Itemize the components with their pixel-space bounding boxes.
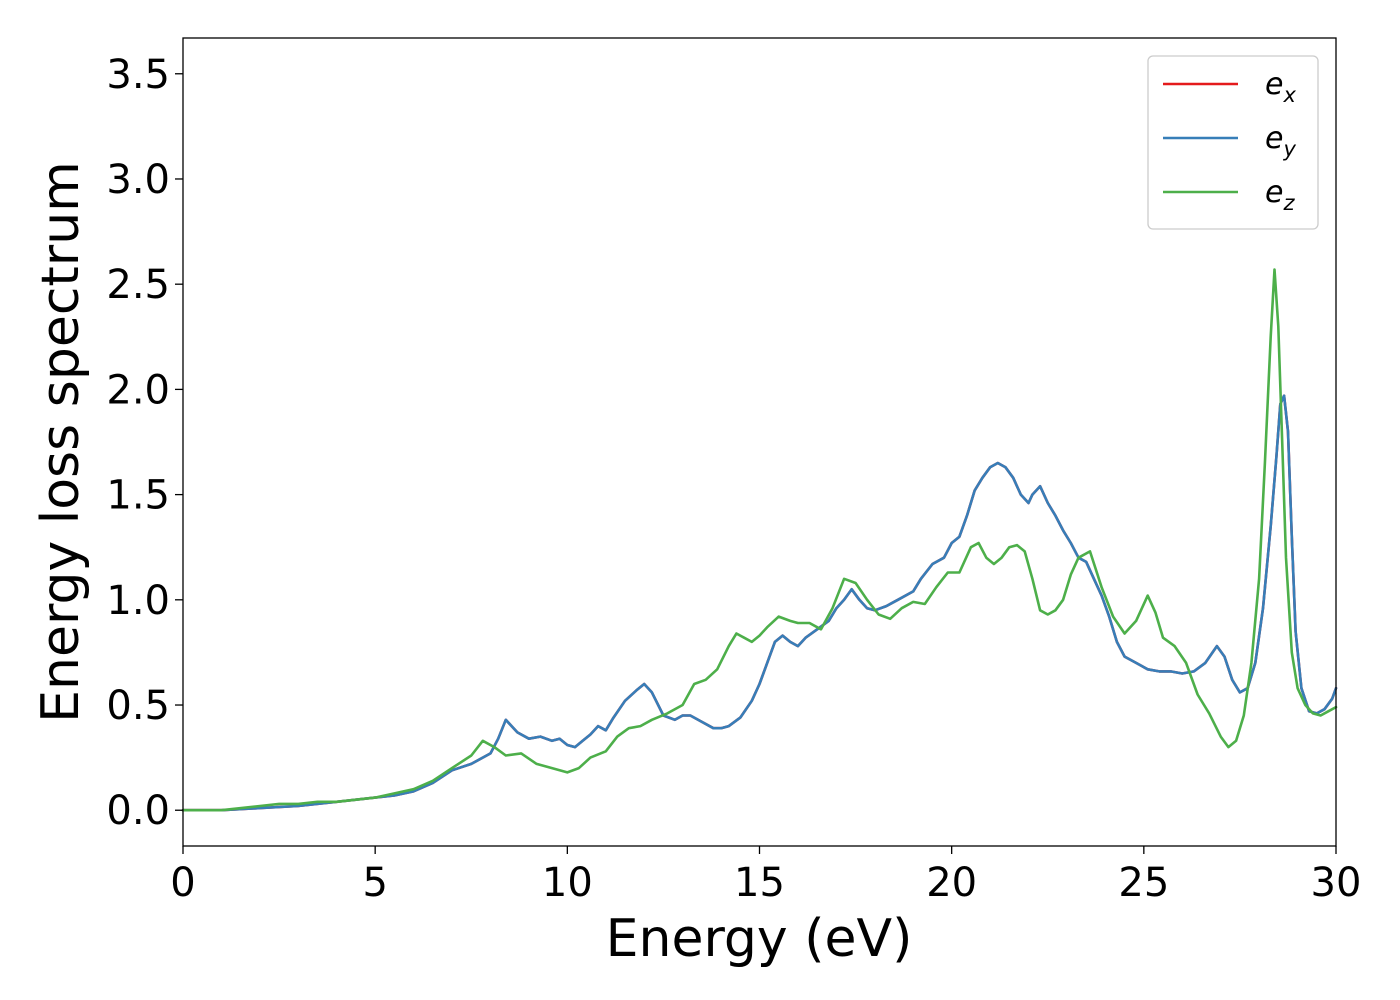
series-line-e-y	[181, 394, 1338, 812]
legend-frame	[1147, 55, 1319, 230]
legend-label-ey: ey	[1265, 121, 1296, 161]
ticks-layer: 0 5 10 15 20 25 30 0.0 0.5 1.0 1.5 2.0 2.5 3.0 3.5	[106, 52, 1361, 906]
x-tick-label: 20	[926, 860, 977, 906]
x-tick-label: 10	[542, 860, 593, 906]
y-tick-label: 3.0	[106, 157, 170, 203]
x-tick-label: 5	[362, 860, 387, 906]
x-tick-label: 30	[1311, 860, 1362, 906]
legend-symbol: e	[1265, 121, 1283, 156]
legend-subscript: y	[1282, 137, 1296, 161]
series-line-e-z	[181, 268, 1338, 812]
x-tick-label: 15	[734, 860, 785, 906]
y-tick-label: 1.0	[106, 578, 170, 624]
y-tick-label: 0.0	[106, 788, 170, 834]
legend-label-ez: ez	[1265, 175, 1295, 215]
x-tick-label: 25	[1118, 860, 1169, 906]
y-tick-label: 2.5	[106, 262, 170, 308]
y-axis-title: Energy loss spectrum	[31, 161, 91, 723]
y-tick-label: 1.5	[106, 473, 170, 519]
legend-symbol: e	[1265, 67, 1283, 102]
y-tick-label: 2.0	[106, 367, 170, 413]
series-layer	[181, 268, 1338, 812]
x-tick-label: 0	[170, 860, 195, 906]
legend-label-ex: ex	[1265, 67, 1296, 107]
legend-subscript: z	[1282, 191, 1295, 215]
legend-symbol: e	[1265, 175, 1283, 210]
y-tick-label: 0.5	[106, 683, 170, 729]
y-tick-label: 3.5	[106, 52, 170, 98]
legend-subscript: x	[1282, 83, 1296, 107]
x-axis-title: Energy (eV)	[606, 909, 913, 969]
